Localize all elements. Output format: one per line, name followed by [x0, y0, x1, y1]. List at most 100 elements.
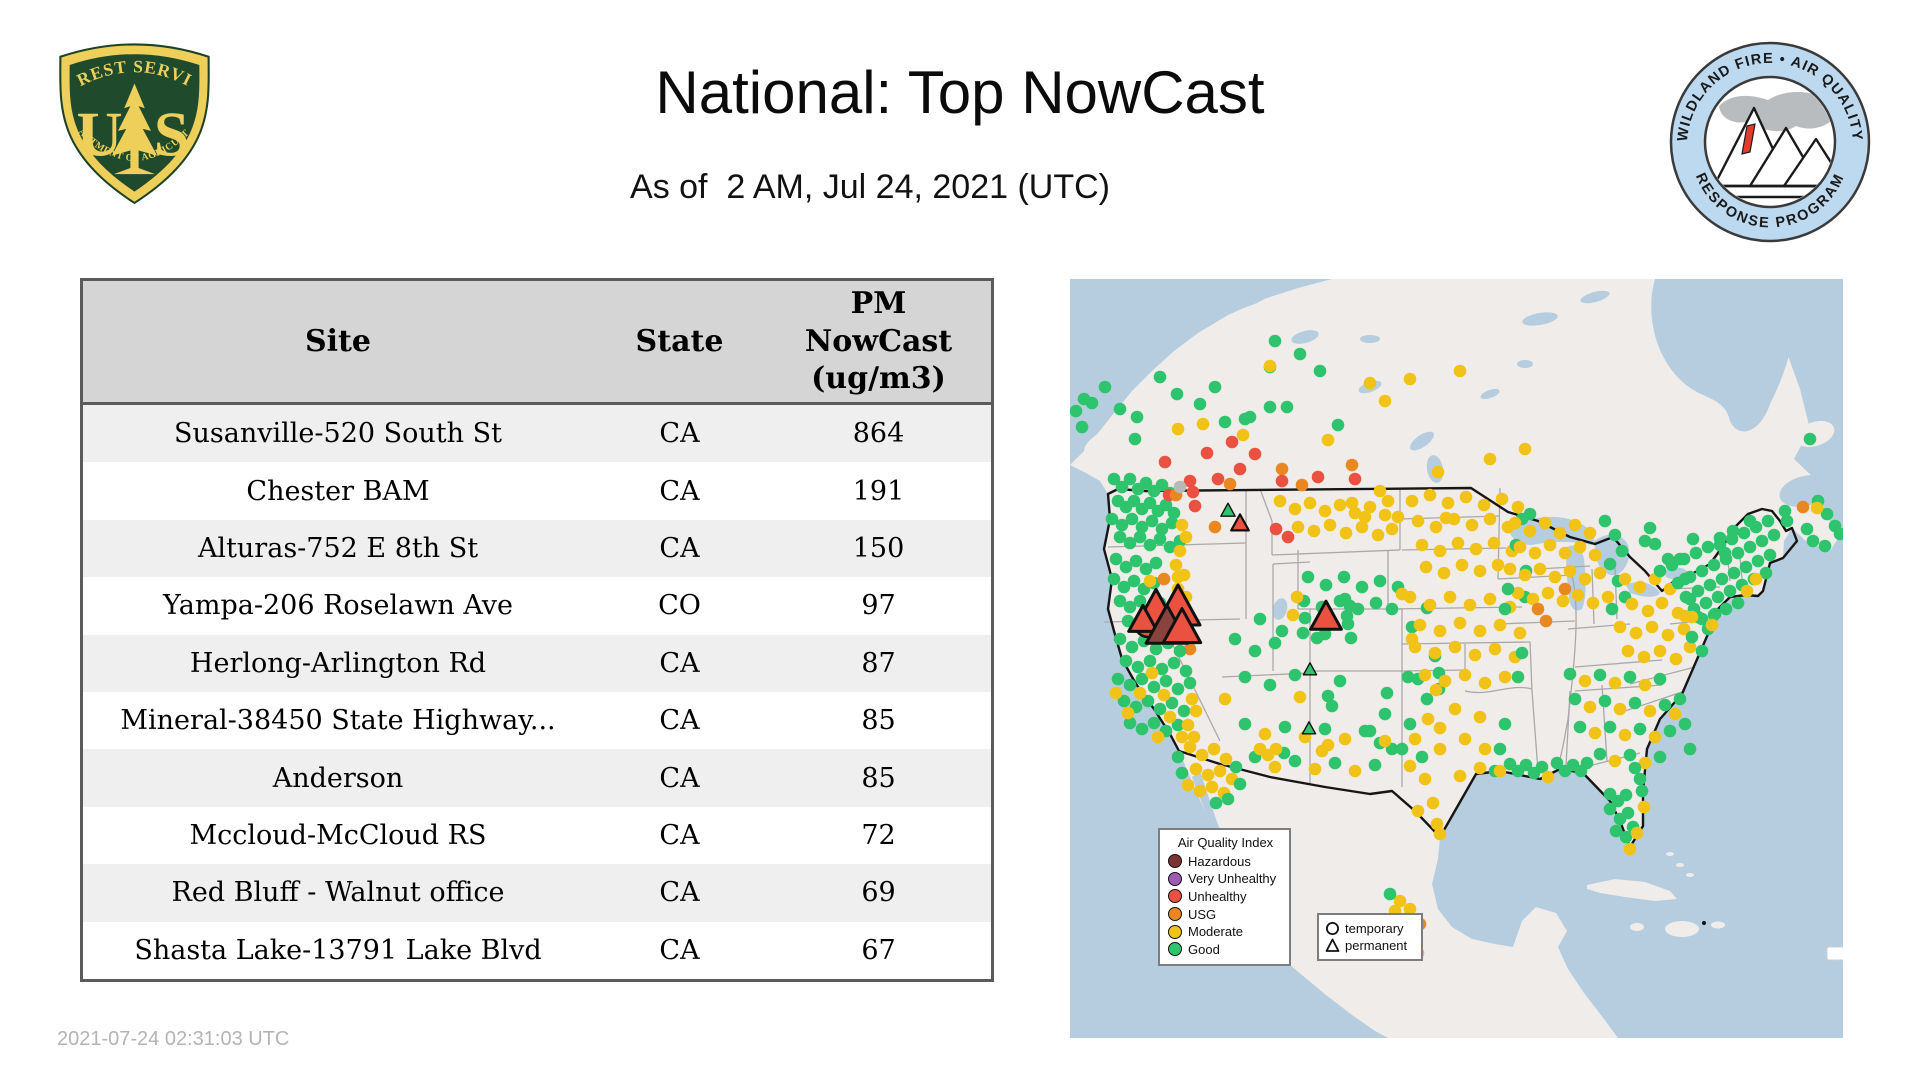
monitor-dot: [1188, 499, 1202, 513]
nowcast-table: Site State PM NowCast (ug/m3) Susanville…: [80, 278, 994, 982]
monitor-dot: [1483, 452, 1497, 466]
monitor-dot: [1691, 584, 1705, 598]
monitor-dot: [1163, 710, 1177, 724]
monitor-dot: [1491, 558, 1505, 572]
monitor-dot: [1313, 364, 1327, 378]
monitor-dot: [1513, 540, 1527, 554]
monitor-dot: [1344, 631, 1358, 645]
monitor-dot: [1295, 478, 1309, 492]
flame-icon: [1741, 123, 1756, 155]
table-cell: Mccloud-McCloud RS: [81, 806, 593, 865]
monitor-dot: [1438, 674, 1452, 688]
monitor-dot: [1609, 824, 1623, 838]
permanent-site-marker: [1309, 599, 1343, 631]
monitor-dot: [1218, 415, 1232, 429]
table-row: Shasta Lake-13791 Lake Blvd CA 67: [81, 921, 993, 981]
monitor-dot: [1236, 428, 1250, 442]
monitor-dot: [1613, 620, 1627, 634]
permanent-triangle-icon: [1325, 938, 1340, 952]
monitor-dot: [1623, 842, 1637, 856]
monitor-dot: [1528, 546, 1542, 560]
monitor-dot: [1273, 494, 1287, 508]
monitor-dot: [1213, 764, 1227, 778]
monitor-dot: [1478, 742, 1492, 756]
monitor-dot: [1661, 628, 1675, 642]
monitor-dot: [1586, 596, 1600, 610]
pine-tree-icon: [111, 83, 158, 175]
monitor-dot: [1623, 748, 1637, 762]
monitor-dot: [1701, 540, 1715, 554]
monitor-dot: [1533, 562, 1547, 576]
monitor-dot: [1743, 540, 1757, 554]
monitor-dot: [1448, 702, 1462, 716]
monitor-dot: [1123, 600, 1137, 614]
monitor-dot: [1429, 683, 1443, 697]
monitor-dot: [1175, 730, 1189, 744]
monitor-dot: [1613, 702, 1627, 716]
monitor-dot: [1493, 742, 1507, 756]
monitor-dot: [1511, 586, 1525, 600]
monitor-dot: [1519, 758, 1533, 772]
monitor-dot: [1749, 520, 1763, 534]
table-cell: 72: [766, 806, 993, 865]
monitor-dot: [1556, 594, 1570, 608]
monitor-dot: [1583, 526, 1597, 540]
monitor-dot: [1343, 599, 1357, 613]
monitor-dot: [1465, 518, 1479, 532]
monitor-dot: [1149, 556, 1163, 570]
monitor-dot: [1418, 772, 1432, 786]
monitor-dot: [1711, 590, 1725, 604]
monitor-dot: [1705, 618, 1719, 632]
monitor-dot: [1618, 572, 1632, 586]
table-cell: CA: [593, 691, 766, 750]
table-cell: CA: [593, 806, 766, 865]
monitor-dot: [1483, 512, 1497, 526]
monitor-dot: [1459, 490, 1473, 504]
monitor-dot: [1695, 564, 1709, 578]
monitor-dot: [1621, 806, 1635, 820]
monitor-dot: [1695, 644, 1709, 658]
monitor-dot: [1135, 672, 1149, 686]
monitor-dot: [1158, 455, 1172, 469]
monitor-dot: [1133, 686, 1147, 700]
monitor-dot: [1818, 539, 1832, 553]
monitor-dot: [1125, 640, 1139, 654]
monitor-dot: [1558, 582, 1572, 596]
monitor-dot: [1159, 498, 1173, 512]
monitor-dot: [1508, 516, 1522, 530]
monitor-dot: [1145, 514, 1159, 528]
monitor-dot: [1293, 347, 1307, 361]
monitor-dot: [1331, 418, 1345, 432]
table-cell: 67: [766, 921, 993, 981]
timestamp: 2021-07-24 02:31:03 UTC: [57, 1028, 290, 1050]
monitor-dot: [1119, 560, 1133, 574]
monitor-dot: [1105, 512, 1119, 526]
monitor-dot: [1677, 552, 1691, 566]
monitor-dot: [1286, 608, 1300, 622]
aqi-legend-item: Very Unhealthy: [1168, 871, 1283, 886]
table-cell: CA: [593, 519, 766, 578]
monitor-dot: [1338, 732, 1352, 746]
smoke-icon: [1719, 92, 1834, 132]
monitor-dot: [1181, 718, 1195, 732]
monitor-dot: [1141, 694, 1155, 708]
monitor-dot: [1395, 742, 1409, 756]
table-row: Yampa-206 Roselawn Ave CO 97: [81, 577, 993, 635]
monitor-dot: [1371, 528, 1385, 542]
monitor-dot: [1223, 477, 1237, 491]
monitor-dot: [1173, 544, 1187, 558]
monitor-dot: [1573, 540, 1587, 554]
monitor-dot: [1173, 480, 1187, 494]
monitor-dot: [1368, 758, 1382, 772]
monitor-dot: [1433, 742, 1447, 756]
monitor-dot: [1175, 766, 1189, 780]
monitor-dot: [1433, 624, 1447, 638]
monitor-dot: [1181, 778, 1195, 792]
monitor-dot: [1541, 770, 1555, 784]
monitor-dot: [1503, 562, 1517, 576]
monitor-dot: [1195, 748, 1209, 762]
table-cell: 85: [766, 749, 993, 807]
table-row: Herlong-Arlington Rd CA 87: [81, 634, 993, 692]
monitor-dot: [1238, 412, 1252, 426]
monitor-dot: [1155, 478, 1169, 492]
